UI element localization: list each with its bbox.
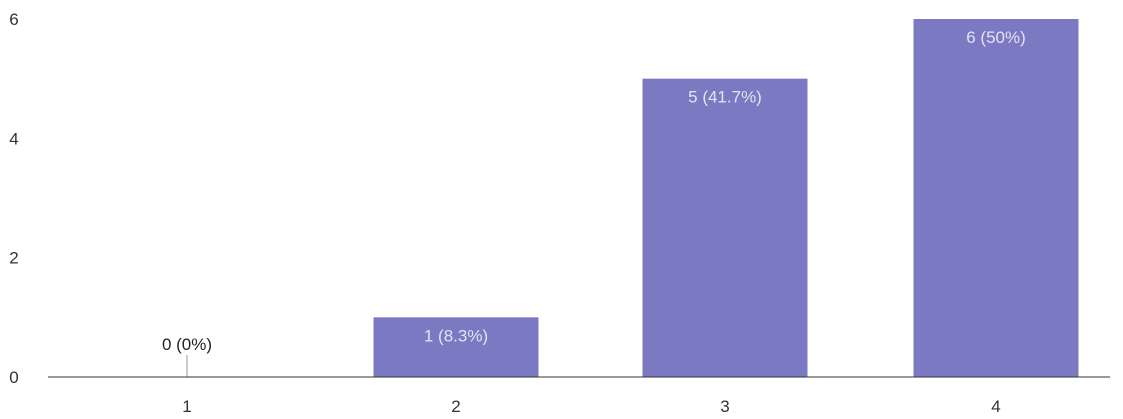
x-tick-label: 4 xyxy=(991,397,1000,416)
x-axis: 1 2 3 4 xyxy=(182,397,1000,416)
data-label: 0 (0%) xyxy=(162,335,212,354)
x-tick-label: 2 xyxy=(451,397,460,416)
data-label: 1 (8.3%) xyxy=(424,326,488,345)
data-label: 6 (50%) xyxy=(966,28,1026,47)
x-tick-label: 3 xyxy=(720,397,729,416)
y-tick-label: 0 xyxy=(9,368,18,387)
data-labels: 0 (0%) 1 (8.3%) 5 (41.7%) 6 (50%) xyxy=(162,28,1026,354)
bars xyxy=(186,19,1079,378)
y-tick-label: 6 xyxy=(9,10,18,29)
data-label: 5 (41.7%) xyxy=(688,88,762,107)
bar-2 xyxy=(373,317,539,377)
bar-4 xyxy=(913,19,1079,377)
y-tick-label: 4 xyxy=(9,129,18,148)
x-tick-label: 1 xyxy=(182,397,191,416)
y-axis: 0 2 4 6 xyxy=(9,10,18,387)
y-tick-label: 2 xyxy=(9,249,18,268)
bar-3 xyxy=(642,78,808,378)
